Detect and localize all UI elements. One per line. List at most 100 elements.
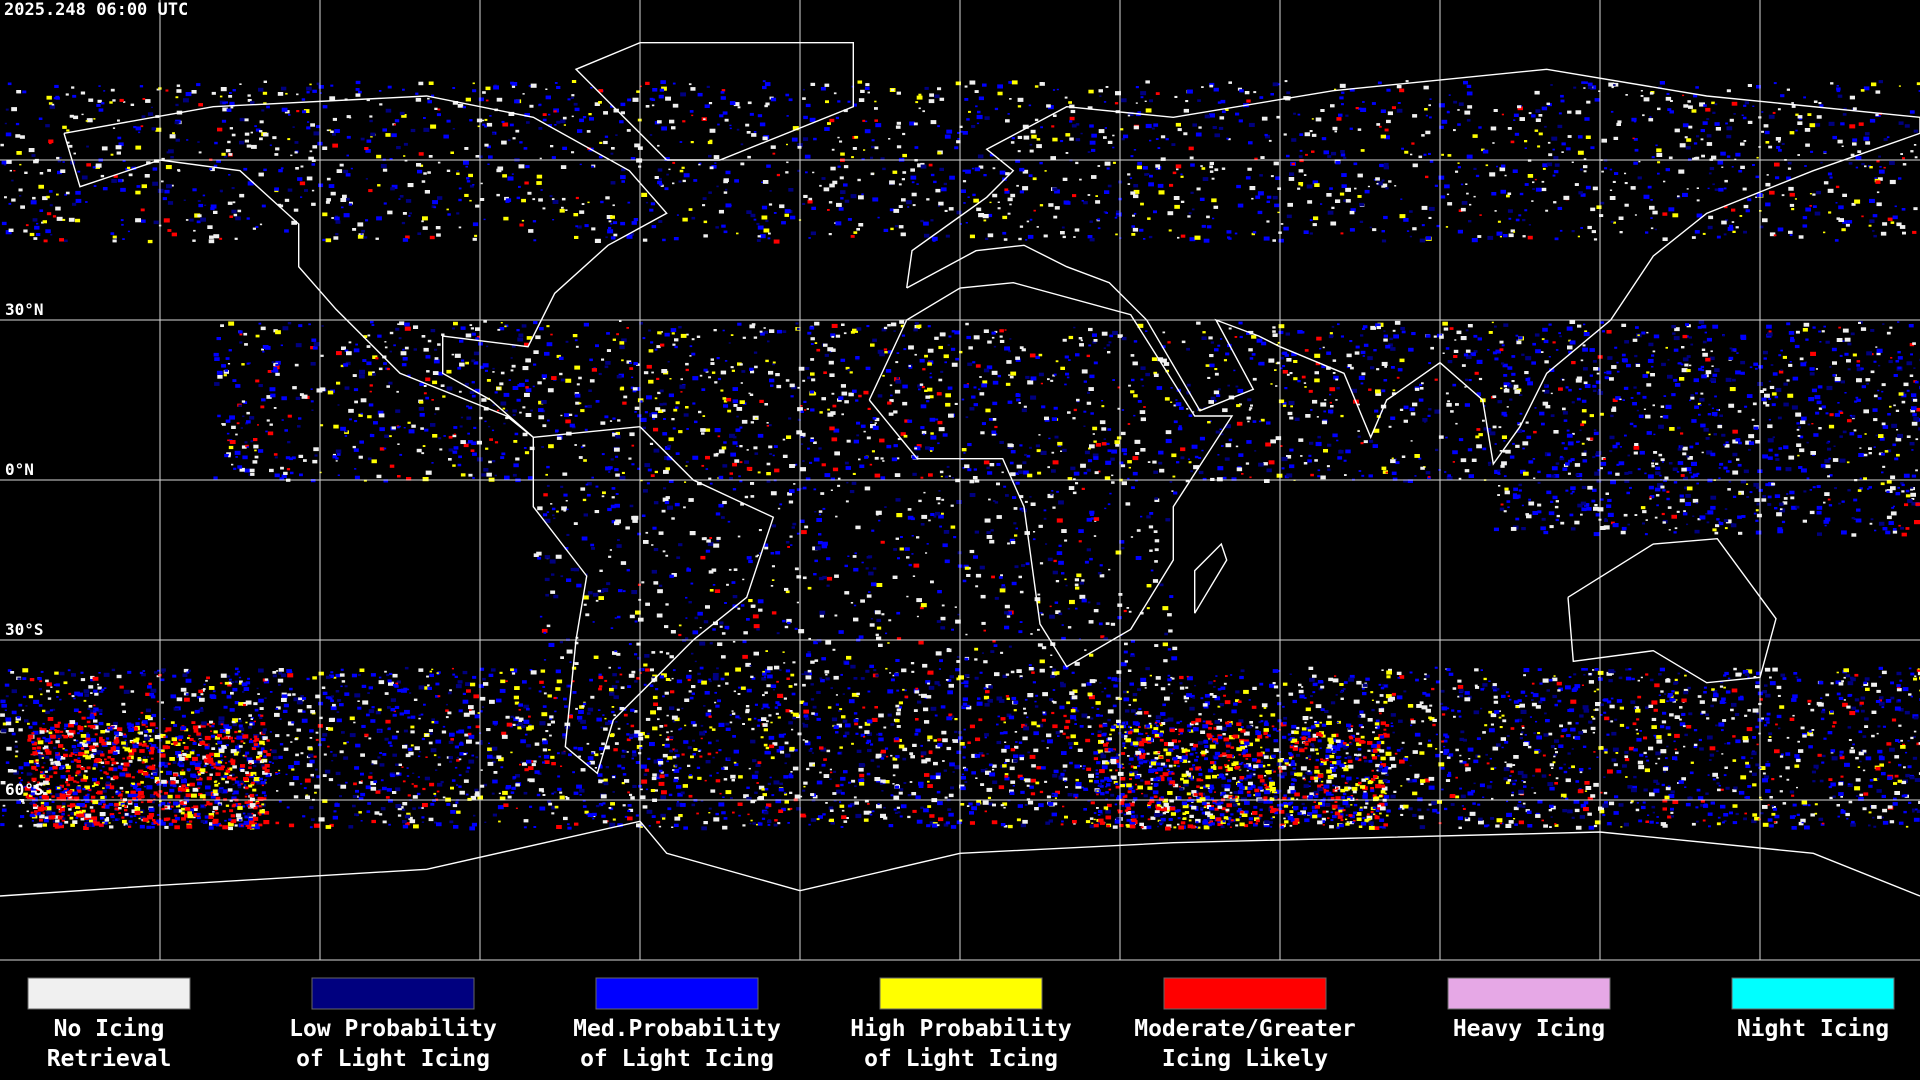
- icing-pixel: [796, 430, 803, 435]
- icing-pixel: [662, 238, 666, 242]
- icing-pixel: [730, 334, 734, 336]
- icing-pixel: [307, 121, 310, 123]
- icing-pixel: [521, 198, 526, 203]
- icing-pixel: [419, 164, 424, 167]
- icing-pixel: [1662, 237, 1668, 241]
- icing-pixel: [1390, 459, 1396, 464]
- icing-pixel: [431, 462, 434, 464]
- icing-pixel: [1284, 353, 1289, 357]
- icing-pixel: [903, 348, 907, 351]
- icing-pixel: [273, 368, 279, 373]
- icing-pixel: [1596, 479, 1602, 483]
- icing-pixel: [290, 471, 294, 475]
- icing-pixel: [832, 180, 838, 185]
- icing-pixel: [847, 100, 851, 103]
- icing-pixel: [1525, 377, 1531, 382]
- icing-pixel: [1418, 155, 1423, 159]
- icing-pixel: [1725, 377, 1732, 382]
- icing-pixel: [1236, 404, 1241, 408]
- icing-pixel: [1657, 161, 1661, 164]
- icing-pixel: [65, 93, 69, 96]
- icing-pixel: [294, 363, 299, 367]
- icing-pixel: [837, 136, 840, 139]
- icing-pixel: [1098, 89, 1103, 93]
- icing-pixel: [1272, 195, 1278, 200]
- icing-pixel: [813, 441, 817, 444]
- icing-pixel: [600, 200, 604, 204]
- icing-pixel: [784, 213, 789, 217]
- icing-pixel: [1183, 108, 1189, 113]
- icing-pixel: [1607, 512, 1614, 517]
- icing-pixel: [1581, 81, 1585, 84]
- icing-pixel: [1341, 91, 1345, 94]
- icing-pixel: [475, 327, 481, 331]
- icing-pixel: [1330, 405, 1334, 408]
- icing-pixel: [1578, 191, 1583, 195]
- icing-pixel: [840, 152, 845, 156]
- icing-pixel: [1104, 476, 1111, 481]
- icing-pixel: [1843, 107, 1847, 110]
- icing-pixel: [509, 123, 514, 127]
- icing-pixel: [1581, 485, 1587, 489]
- icing-pixel: [1593, 238, 1598, 241]
- icing-pixel: [1078, 337, 1083, 340]
- icing-pixel: [851, 156, 854, 159]
- icing-pixel: [175, 138, 180, 142]
- icing-pixel: [281, 107, 288, 112]
- icing-pixel: [669, 378, 672, 380]
- icing-pixel: [902, 171, 907, 174]
- icing-pixel: [228, 174, 231, 176]
- icing-pixel: [1488, 331, 1493, 334]
- icing-pixel: [792, 464, 796, 467]
- icing-pixel: [1516, 339, 1519, 341]
- icing-pixel: [991, 370, 998, 375]
- icing-pixel: [62, 125, 67, 129]
- icing-pixel: [630, 386, 635, 389]
- icing-pixel: [1494, 469, 1500, 474]
- icing-pixel: [1714, 122, 1720, 126]
- icing-pixel: [546, 325, 550, 328]
- icing-pixel: [1860, 89, 1865, 92]
- icing-pixel: [940, 370, 944, 373]
- icing-pixel: [1026, 220, 1030, 223]
- icing-pixel: [608, 471, 611, 473]
- icing-pixel: [241, 445, 247, 449]
- icing-pixel: [629, 432, 635, 437]
- icing-pixel: [935, 188, 941, 193]
- icing-pixel: [1149, 139, 1152, 142]
- icing-pixel: [340, 198, 347, 202]
- icing-pixel: [1785, 467, 1792, 472]
- icing-pixel: [902, 384, 908, 389]
- icing-pixel: [1735, 226, 1739, 229]
- icing-pixel: [945, 234, 950, 238]
- icing-pixel: [352, 374, 357, 377]
- icing-pixel: [200, 217, 206, 222]
- icing-pixel: [1201, 167, 1206, 170]
- icing-pixel: [1030, 395, 1037, 400]
- icing-pixel: [654, 470, 658, 474]
- icing-pixel: [1688, 125, 1693, 129]
- icing-pixel: [1518, 483, 1522, 487]
- icing-pixel: [1051, 417, 1058, 421]
- icing-pixel: [332, 143, 338, 148]
- icing-pixel: [1324, 399, 1327, 401]
- icing-pixel: [165, 165, 172, 170]
- icing-pixel: [1117, 386, 1121, 389]
- icing-pixel: [963, 452, 966, 454]
- icing-pixel: [1653, 451, 1658, 454]
- icing-pixel: [1762, 454, 1768, 459]
- icing-pixel: [714, 428, 721, 433]
- icing-pixel: [861, 193, 864, 196]
- icing-pixel: [1591, 230, 1596, 234]
- icing-pixel: [1700, 423, 1706, 428]
- icing-pixel: [619, 341, 625, 345]
- icing-pixel: [1802, 519, 1807, 523]
- icing-pixel: [867, 91, 870, 94]
- icing-pixel: [1357, 128, 1362, 131]
- icing-pixel: [499, 327, 505, 331]
- icing-pixel: [1790, 336, 1794, 340]
- icing-pixel: [1127, 173, 1131, 176]
- icing-pixel: [890, 394, 893, 397]
- icing-pixel: [999, 335, 1003, 338]
